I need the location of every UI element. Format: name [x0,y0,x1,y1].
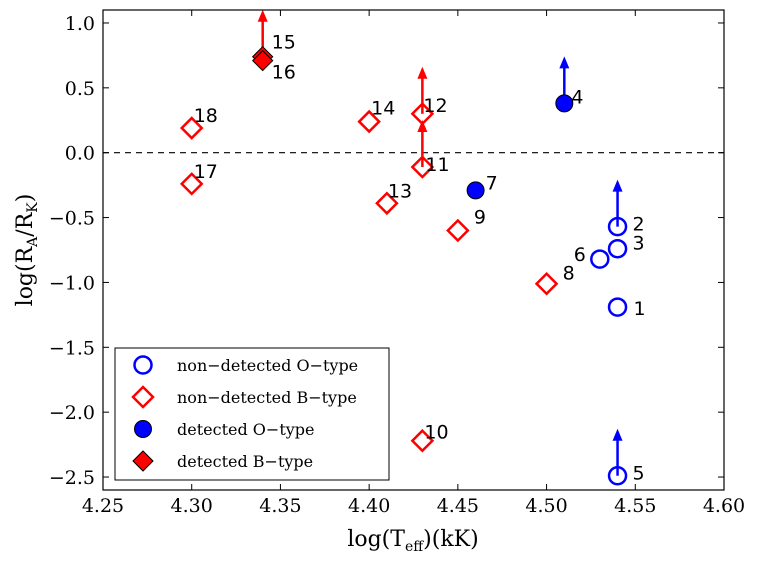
point-label-6: 6 [574,244,586,266]
data-point-12 [410,102,435,126]
x-tick-label: 4.25 [82,495,124,517]
data-point-2 [607,216,628,237]
data-point-9 [446,218,470,243]
x-tick-label: 4.30 [171,495,213,517]
data-point-1 [607,297,628,317]
upper-limit-arrow-head [612,179,623,192]
legend-box [114,347,390,481]
upper-limit-arrow-head [257,9,268,22]
point-label-12: 12 [423,95,447,117]
data-point-16 [251,49,274,72]
point-label-17: 17 [194,161,218,183]
upper-limit-arrow-head [612,428,623,441]
legend-marker [132,450,154,472]
legend-entry-label: non−detected B−type [177,388,357,407]
upper-limit-arrow-head [559,56,570,69]
x-tick-label: 4.45 [437,495,479,517]
legend-entry-label: non−detected O−type [177,356,358,375]
x-tick-label: 4.35 [259,495,301,517]
data-point-13 [375,191,399,216]
point-label-13: 13 [388,180,412,202]
data-point-8 [534,271,559,296]
legend-entry-label: detected O−type [177,420,315,439]
point-label-10: 10 [424,422,448,444]
y-tick-label: −1.0 [49,272,95,294]
data-point-6 [590,249,610,269]
data-point-7 [466,181,485,200]
point-label-15: 15 [272,32,296,54]
x-tick-label: 4.40 [348,495,390,517]
point-label-7: 7 [486,172,498,194]
y-tick-label: −2.5 [49,467,95,489]
legend-marker [134,420,152,438]
point-label-11: 11 [425,154,449,176]
data-point-10 [410,428,435,453]
x-tick-label: 4.60 [703,495,745,517]
point-label-9: 9 [474,207,486,229]
point-label-5: 5 [633,463,645,485]
point-label-14: 14 [371,98,395,120]
data-point-5 [607,465,628,486]
data-point-11 [410,155,435,179]
legend-marker [131,385,155,409]
point-label-1: 1 [634,298,646,320]
legend-entry-label: detected B−type [177,452,313,471]
y-tick-label: 1.0 [65,13,95,35]
point-label-3: 3 [633,233,645,255]
y-tick-label: 0.5 [65,78,95,100]
x-tick-label: 4.55 [614,495,656,517]
y-tick-label: −1.5 [49,337,95,359]
upper-limit-arrow-head [417,66,428,79]
plot-frame [102,9,725,491]
legend: non−detected O−type non−detected B−type de… [114,347,390,481]
x-tick-label: 4.50 [525,495,567,517]
y-tick-label: 0.0 [65,143,95,165]
point-label-8: 8 [563,263,575,285]
data-point-18 [179,116,204,140]
data-point-17 [179,172,204,196]
point-label-16: 16 [272,62,296,84]
legend-marker [133,355,153,375]
data-point-4 [555,94,574,113]
data-point-3 [607,238,628,259]
data-point-14 [357,109,381,134]
y-tick-label: −2.0 [49,402,95,424]
point-label-4: 4 [571,86,583,108]
point-label-2: 2 [633,214,645,236]
point-label-18: 18 [194,105,218,127]
y-tick-label: −0.5 [49,208,95,230]
upper-limit-arrow-head [417,119,428,132]
